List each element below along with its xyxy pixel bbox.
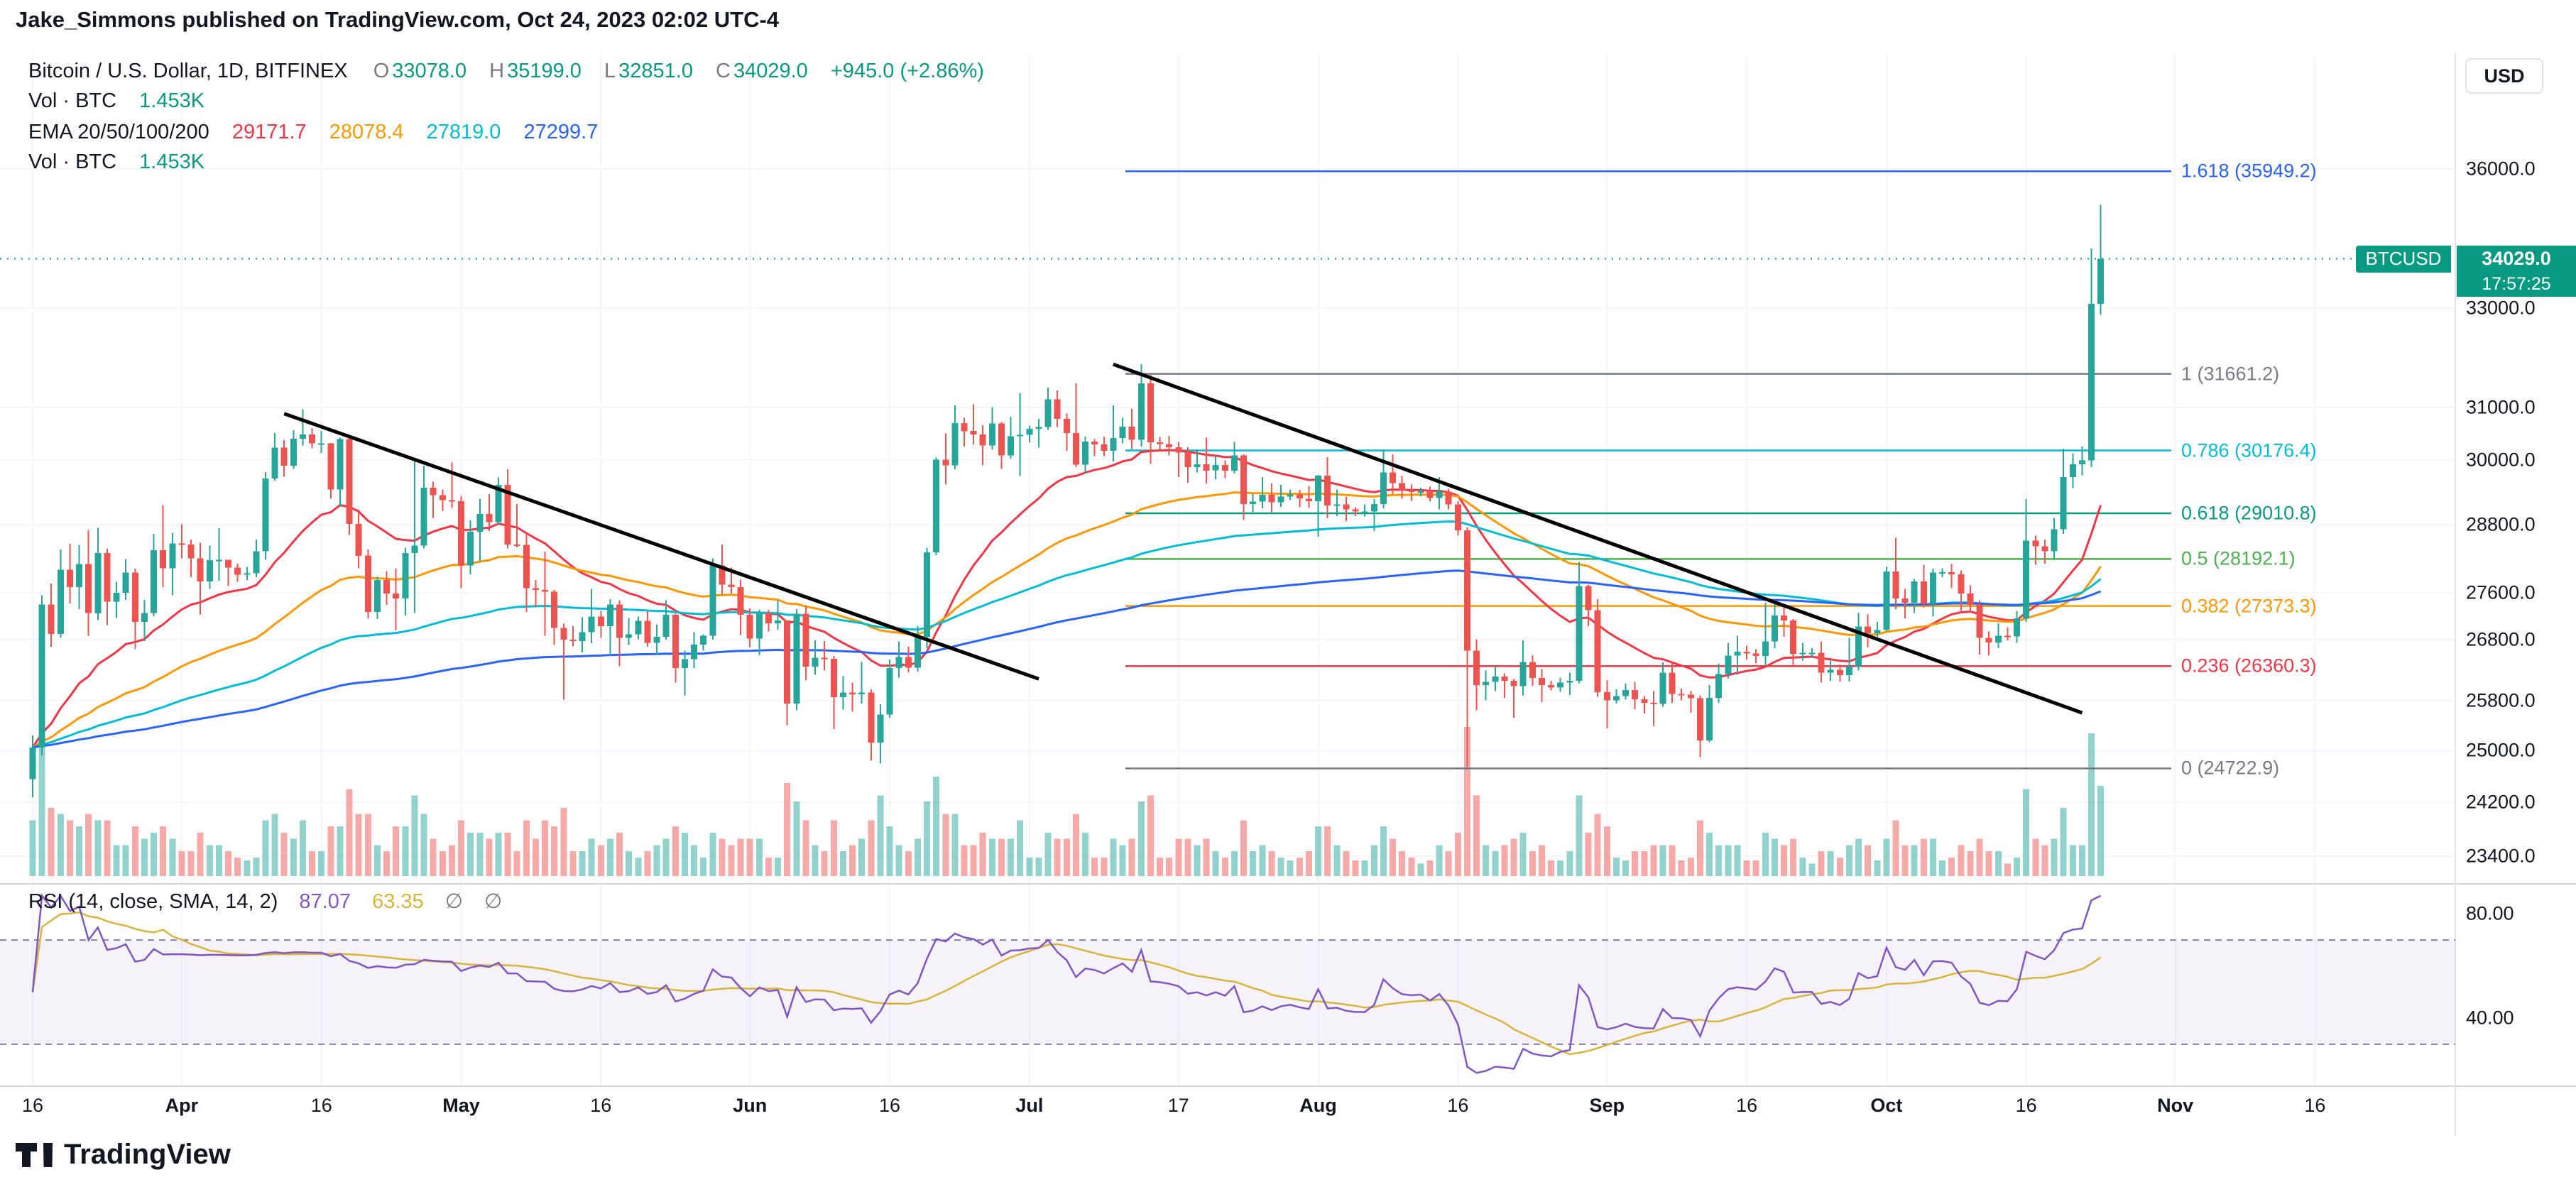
time-axis-label[interactable]: 16 xyxy=(310,1095,332,1116)
volume-legend-row-2[interactable]: Vol · BTC 1.453K xyxy=(28,151,204,174)
time-axis-label[interactable]: 16 xyxy=(590,1095,612,1116)
rsi-axis-label[interactable]: 40.00 xyxy=(2466,1007,2514,1029)
price-axis-label[interactable]: 31000.0 xyxy=(2466,396,2536,418)
close-label: C xyxy=(716,60,731,82)
time-axis-label[interactable]: 16 xyxy=(1736,1095,1758,1116)
fib-level-label: 0.382 (27373.3) xyxy=(2181,595,2317,617)
ema50-value: 28078.4 xyxy=(329,121,404,143)
time-axis-label[interactable]: 16 xyxy=(1447,1095,1469,1116)
time-axis-label[interactable]: Apr xyxy=(165,1095,199,1116)
time-axis-label[interactable]: Jul xyxy=(1015,1095,1044,1116)
time-axis-label[interactable]: 16 xyxy=(2304,1095,2326,1116)
last-price-symbol-badge[interactable]: BTCUSD xyxy=(2356,245,2451,273)
ema100-value: 27819.0 xyxy=(426,121,501,143)
rsi-empty-set-2: ∅ xyxy=(484,890,503,913)
symbol-title: Bitcoin / U.S. Dollar, 1D, BITFINEX xyxy=(28,60,348,82)
time-axis-label[interactable]: 17 xyxy=(1167,1095,1189,1116)
tradingview-logo-icon[interactable] xyxy=(16,1141,53,1169)
price-axis-label[interactable]: 25800.0 xyxy=(2466,689,2536,711)
change-value: +945.0 (+2.86%) xyxy=(830,60,984,82)
time-axis-label[interactable]: 16 xyxy=(2015,1095,2037,1116)
rsi-empty-set-1: ∅ xyxy=(444,890,463,913)
ema-label: EMA 20/50/100/200 xyxy=(28,121,209,143)
close-value: 34029.0 xyxy=(733,60,808,82)
time-axis-label[interactable]: Jun xyxy=(733,1095,768,1116)
fib-level-label: 0 (24722.9) xyxy=(2181,757,2280,779)
high-label: H xyxy=(489,60,505,82)
open-value: 33078.0 xyxy=(392,60,467,82)
open-label: O xyxy=(373,60,390,82)
rsi-ma-value: 63.35 xyxy=(372,890,424,913)
fib-level-label: 0.786 (30176.4) xyxy=(2181,439,2317,461)
time-axis-label[interactable]: Sep xyxy=(1589,1095,1625,1116)
volume-label: Vol · BTC xyxy=(28,89,117,112)
price-axis-label[interactable]: 25000.0 xyxy=(2466,739,2536,761)
time-axis-label[interactable]: Aug xyxy=(1299,1095,1337,1116)
high-value: 35199.0 xyxy=(507,60,582,82)
fib-level-label: 1.618 (35949.2) xyxy=(2181,160,2317,182)
price-axis-label[interactable]: 27600.0 xyxy=(2466,581,2536,603)
time-axis-label[interactable]: 16 xyxy=(21,1095,44,1116)
volume-value-2: 1.453K xyxy=(139,151,205,173)
volume-legend-row-1[interactable]: Vol · BTC 1.453K xyxy=(28,89,204,113)
currency-toggle-button[interactable]: USD xyxy=(2465,58,2543,94)
footer: TradingView xyxy=(16,1139,231,1171)
fib-level-label: 0.618 (29010.8) xyxy=(2181,502,2317,524)
time-axis-label[interactable]: May xyxy=(442,1095,480,1116)
price-axis-label[interactable]: 24200.0 xyxy=(2466,791,2536,813)
ema-legend-row[interactable]: EMA 20/50/100/200 29171.7 28078.4 27819.… xyxy=(28,121,615,144)
fib-level-label: 0.5 (28192.1) xyxy=(2181,547,2296,569)
volume-label-2: Vol · BTC xyxy=(28,151,117,173)
ema20-value: 29171.7 xyxy=(231,121,307,143)
price-axis-label[interactable]: 30000.0 xyxy=(2466,449,2536,471)
price-axis-label[interactable]: 23400.0 xyxy=(2466,845,2536,867)
low-label: L xyxy=(604,60,616,82)
last-price-badge[interactable]: 34029.0 xyxy=(2457,245,2576,273)
rsi-label: RSI (14, close, SMA, 14, 2) xyxy=(28,890,278,913)
price-axis-label[interactable]: 26800.0 xyxy=(2466,628,2536,650)
time-axis-label[interactable]: Nov xyxy=(2157,1095,2194,1116)
rsi-axis-label[interactable]: 80.00 xyxy=(2466,902,2514,924)
publisher-attribution: Jake_Simmons published on TradingView.co… xyxy=(16,7,780,32)
low-value: 32851.0 xyxy=(618,60,693,82)
ema200-value: 27299.7 xyxy=(523,121,599,143)
rsi-value: 87.07 xyxy=(299,890,351,913)
fib-level-label: 0.236 (26360.3) xyxy=(2181,655,2317,677)
rsi-legend-row[interactable]: RSI (14, close, SMA, 14, 2) 87.07 63.35 … xyxy=(28,889,518,914)
tradingview-brand-text[interactable]: TradingView xyxy=(64,1139,231,1170)
time-axis-label[interactable]: Oct xyxy=(1870,1095,1903,1116)
bar-countdown-badge: 17:57:25 xyxy=(2457,272,2576,297)
time-axis-label[interactable]: 16 xyxy=(879,1095,901,1116)
price-axis-label[interactable]: 36000.0 xyxy=(2466,158,2536,180)
fib-level-label: 1 (31661.2) xyxy=(2181,363,2280,385)
price-axis-label[interactable]: 28800.0 xyxy=(2466,513,2536,535)
volume-value: 1.453K xyxy=(139,89,205,112)
price-axis-label[interactable]: 33000.0 xyxy=(2466,297,2536,319)
symbol-legend-row[interactable]: Bitcoin / U.S. Dollar, 1D, BITFINEX O 330… xyxy=(28,60,984,83)
